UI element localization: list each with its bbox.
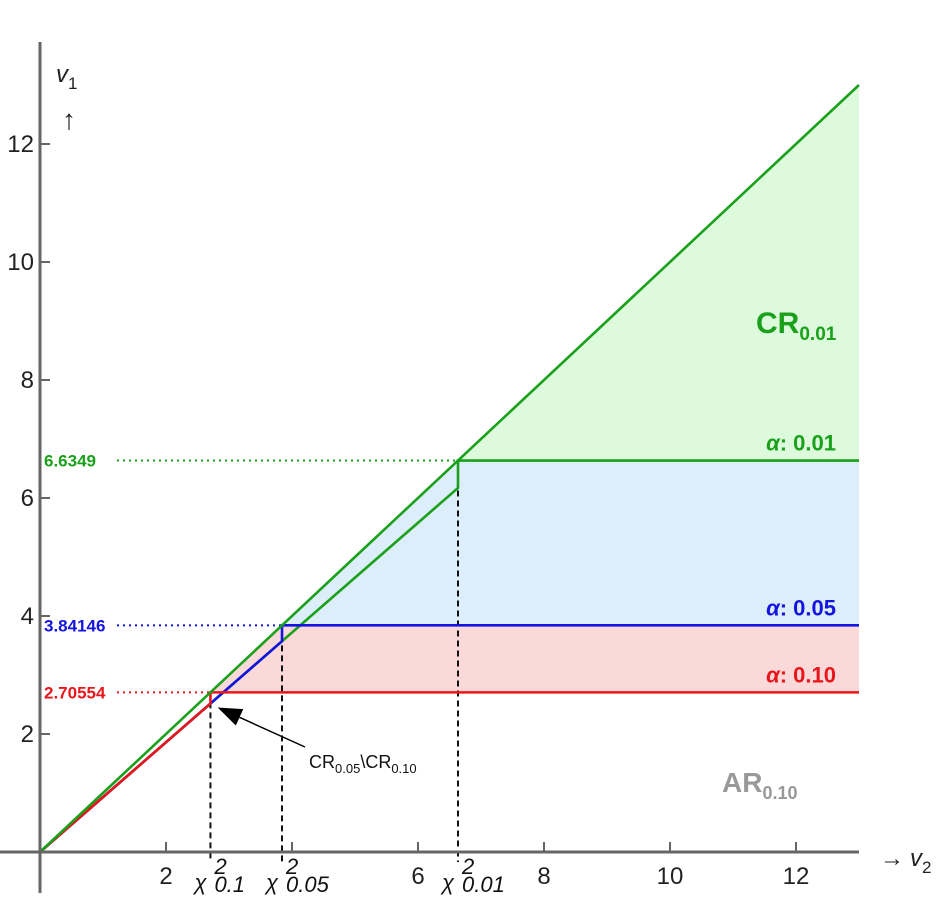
- y-axis-label: v1: [56, 61, 77, 93]
- y-tick-label-2: 2: [21, 721, 34, 748]
- y-ticks: 2 4 6 8 10 12: [7, 131, 50, 748]
- difference-annotation: CR0.05\CR0.10: [217, 707, 417, 776]
- x-axis-label: → v2: [880, 845, 931, 877]
- chi-square-symbol: χ: [440, 870, 455, 895]
- y-tick-label-6: 6: [21, 485, 34, 512]
- chi-square-symbol: χ: [192, 870, 207, 895]
- chi-square-label-2: χ20.05: [264, 854, 330, 897]
- chi-square-superscript: 2: [461, 854, 474, 879]
- threshold-labels: 2.70554 3.84146 6.6349: [44, 452, 106, 703]
- chi-square-symbol: χ: [264, 870, 279, 895]
- chi-square-superscript: 2: [285, 854, 298, 879]
- cr-001-region-label: CR0.01: [756, 307, 837, 345]
- diagonal-line: [39, 84, 860, 853]
- y-tick-label-10: 10: [7, 249, 34, 276]
- chi-square-superscript: 2: [213, 854, 226, 879]
- x-ticks: 2 6 8 10 12: [159, 842, 809, 890]
- region-fill-1: [210, 625, 859, 693]
- y-axis-arrow: ↑: [62, 104, 76, 135]
- chi-square-label-1: χ20.1: [192, 854, 245, 897]
- x-tick-label-2: 2: [159, 863, 172, 890]
- x-tick-label-12: 12: [783, 863, 810, 890]
- series-lines: [39, 84, 860, 853]
- threshold-label-3: 6.6349: [44, 452, 96, 471]
- guide-lines: [117, 459, 459, 862]
- annotation-arrow-line: [239, 716, 306, 748]
- y-tick-label-8: 8: [21, 367, 34, 394]
- chi-square-labels: χ20.1 χ20.05 χ20.01: [192, 854, 504, 897]
- threshold-label-2: 3.84146: [44, 616, 105, 635]
- threshold-label-1: 2.70554: [44, 683, 106, 702]
- x-tick-label-8: 8: [537, 863, 550, 890]
- alpha-label-1: α: 0.10: [766, 662, 836, 687]
- x-tick-label-6: 6: [411, 863, 424, 890]
- alpha-labels: α: 0.10 α: 0.05 α: 0.01: [766, 431, 836, 688]
- chi-square-label-3: χ20.01: [440, 854, 505, 897]
- chi-square-subscript: 0.1: [214, 872, 245, 897]
- y-tick-label-12: 12: [7, 131, 34, 158]
- level-line-1: [39, 691, 859, 853]
- alpha-label-3: α: 0.01: [766, 431, 836, 456]
- x-tick-label-10: 10: [657, 863, 684, 890]
- annotation-arrow-head: [217, 707, 244, 726]
- chi-square-subscript: 0.01: [462, 872, 505, 897]
- chi-square-subscript: 0.05: [286, 872, 330, 897]
- region-fill-2: [282, 460, 860, 626]
- annotation-text: CR0.05\CR0.10: [309, 752, 417, 776]
- y-tick-label-4: 4: [21, 603, 34, 630]
- ar-010-region-label: AR0.10: [722, 767, 798, 803]
- alpha-label-2: α: 0.05: [766, 595, 836, 620]
